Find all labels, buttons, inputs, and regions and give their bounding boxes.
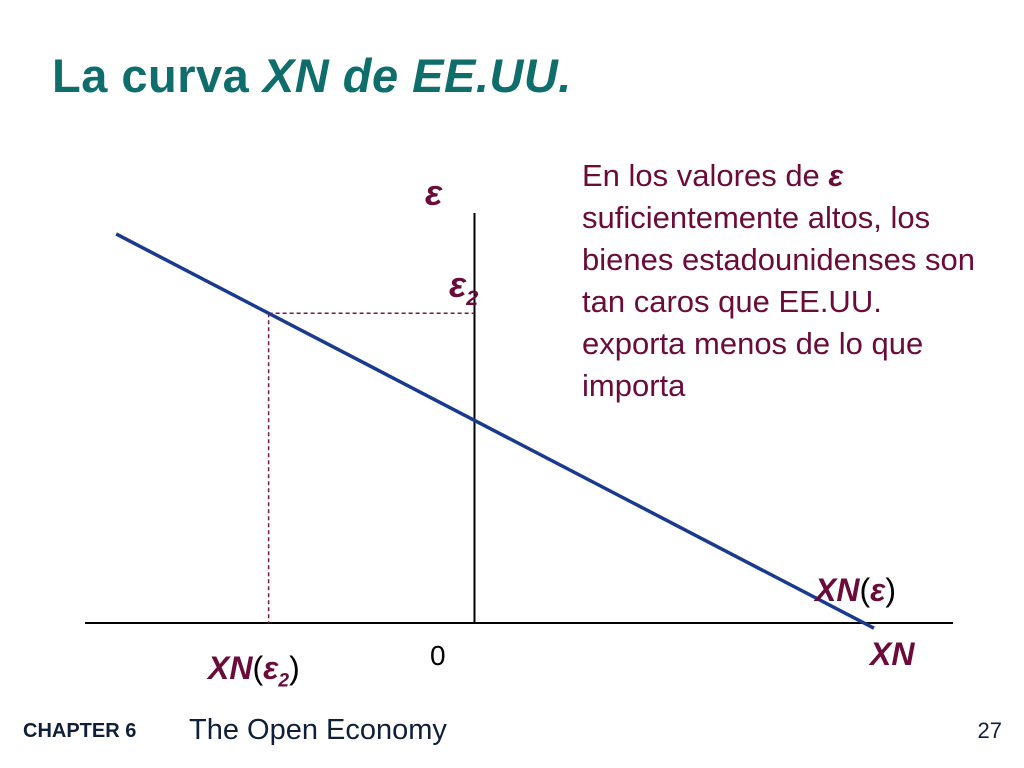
y-axis-label: ε — [425, 172, 443, 213]
epsilon2-tick-label: ε2 — [449, 264, 478, 311]
chart-guides — [267, 312, 475, 623]
explanation-callout: En los valores de ε suficientemente alto… — [582, 155, 982, 407]
x-axis-label: XN — [870, 636, 915, 672]
callout-text-start: En los valores de — [582, 158, 829, 193]
chapter-label: CHAPTER 6 — [23, 720, 137, 742]
callout-epsilon-symbol: ε — [828, 158, 844, 193]
page-title: La curva XN de EE.UU. — [52, 48, 572, 103]
epsilon2-label: ε2 — [449, 264, 479, 311]
chapter-subtitle: The Open Economy — [189, 714, 447, 746]
series-label-xn: XN(ε) — [815, 572, 897, 608]
chart-axes — [85, 213, 953, 624]
page-number: 27 — [977, 718, 1002, 743]
series-line-xn — [115, 232, 875, 630]
title-emphasis: XN de EE.UU. — [262, 49, 572, 102]
origin-label: 0 — [430, 640, 446, 671]
curve-label-arg: ε — [870, 572, 886, 608]
title-prefix: La curva — [52, 49, 263, 102]
chart-series — [115, 232, 875, 630]
callout-text-rest: suficientemente altos, los bienes estado… — [582, 200, 975, 403]
xn-epsilon2-tick-label: XN(ε2) — [208, 650, 300, 692]
curve-label-name: XN — [815, 572, 860, 608]
xn-epsilon2-label: XN(ε2) — [208, 650, 300, 692]
